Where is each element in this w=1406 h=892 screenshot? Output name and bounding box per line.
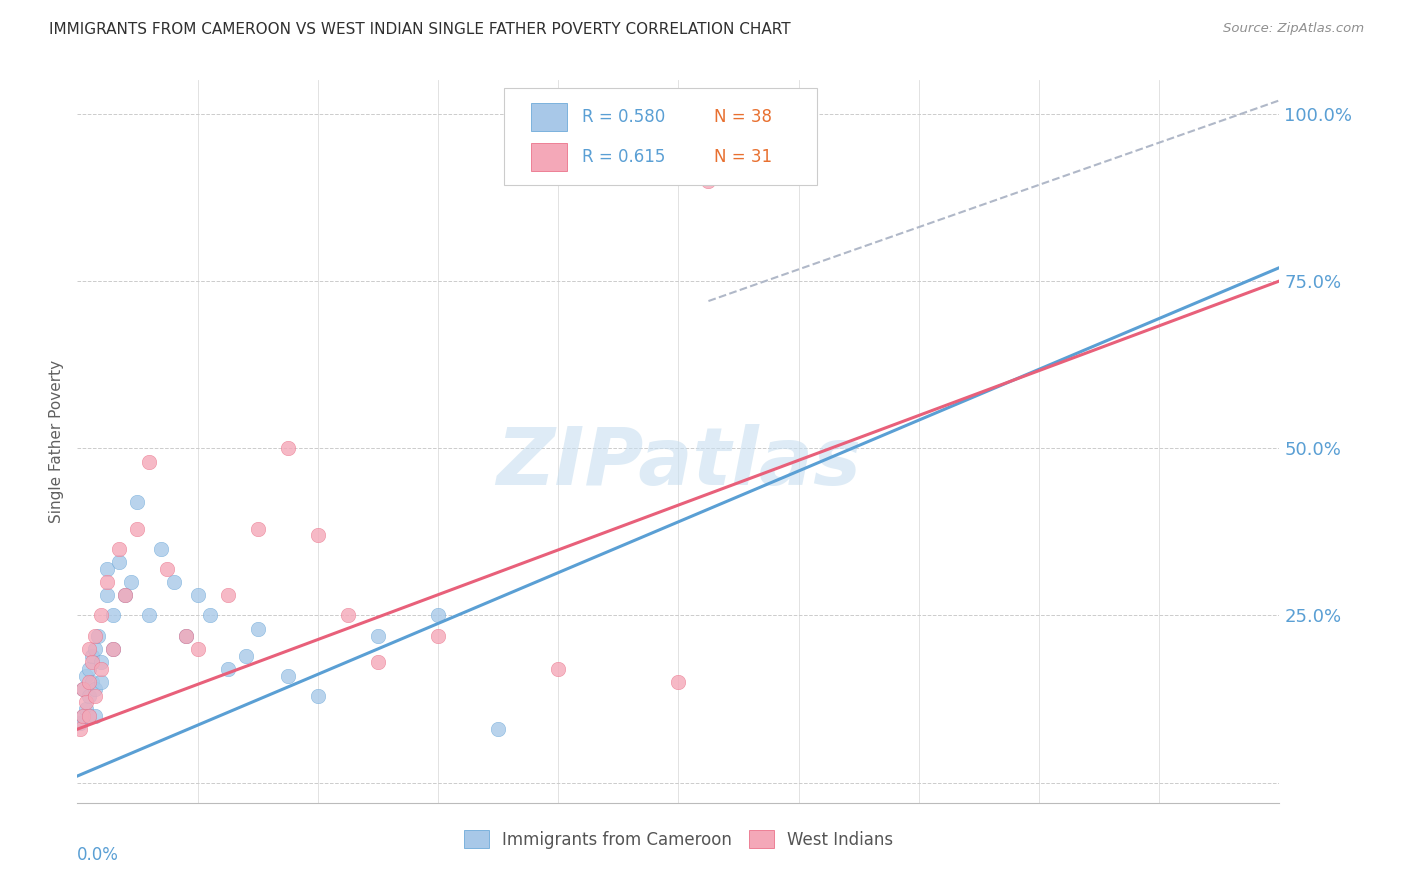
Point [186, 642, 209, 657]
Point [84, 628, 107, 642]
Point [96, 562, 118, 576]
Point [120, 575, 142, 590]
Point [75, 702, 97, 716]
Point [82, 648, 104, 663]
Point [103, 642, 125, 657]
Point [277, 442, 299, 455]
Point [90, 655, 112, 669]
Point [108, 555, 131, 569]
Text: IMMIGRANTS FROM CAMEROON VS WEST INDIAN SINGLE FATHER POVERTY CORRELATION CHART: IMMIGRANTS FROM CAMEROON VS WEST INDIAN … [49, 22, 790, 37]
Point [186, 589, 209, 603]
Y-axis label: Single Father Poverty: Single Father Poverty [49, 360, 65, 523]
Point [103, 642, 125, 657]
Point [246, 521, 269, 535]
Text: ZIPatlas: ZIPatlas [496, 425, 860, 502]
Point [79, 675, 101, 690]
Point [84, 708, 107, 723]
Point [427, 628, 450, 642]
Point [174, 628, 197, 642]
Point [79, 689, 101, 703]
Point [69, 715, 91, 730]
Point [90, 608, 112, 623]
Point [114, 589, 136, 603]
Point [217, 589, 239, 603]
Point [336, 608, 359, 623]
Point [84, 642, 107, 657]
Point [72, 681, 94, 696]
Point [427, 608, 450, 623]
Point [307, 689, 329, 703]
Point [697, 173, 720, 188]
FancyBboxPatch shape [530, 143, 567, 170]
Point [307, 528, 329, 542]
Point [246, 622, 269, 636]
Point [235, 648, 257, 663]
Point [79, 662, 101, 676]
Point [668, 675, 690, 690]
Point [367, 628, 389, 642]
Point [96, 575, 118, 590]
Point [138, 455, 160, 469]
Point [79, 708, 101, 723]
Point [84, 681, 107, 696]
Point [108, 541, 131, 556]
Point [150, 541, 173, 556]
Text: N = 38: N = 38 [714, 108, 772, 126]
Point [72, 681, 94, 696]
Point [486, 723, 509, 737]
Point [138, 608, 160, 623]
Point [127, 521, 149, 535]
Point [127, 494, 149, 508]
Point [79, 708, 101, 723]
Point [72, 708, 94, 723]
Point [156, 562, 179, 576]
Point [547, 662, 569, 676]
Text: 0.0%: 0.0% [77, 847, 120, 864]
Point [277, 669, 299, 683]
Point [82, 655, 104, 669]
Point [198, 608, 221, 623]
Point [82, 675, 104, 690]
Point [114, 589, 136, 603]
Point [367, 655, 389, 669]
Text: N = 31: N = 31 [714, 148, 772, 166]
Point [84, 689, 107, 703]
Point [87, 628, 110, 642]
Point [90, 675, 112, 690]
Text: R = 0.580: R = 0.580 [582, 108, 665, 126]
Text: Source: ZipAtlas.com: Source: ZipAtlas.com [1223, 22, 1364, 36]
Point [103, 608, 125, 623]
Point [96, 589, 118, 603]
Point [79, 642, 101, 657]
Point [69, 723, 91, 737]
FancyBboxPatch shape [505, 87, 817, 185]
Point [72, 708, 94, 723]
Point [75, 696, 97, 710]
Legend: Immigrants from Cameroon, West Indians: Immigrants from Cameroon, West Indians [464, 830, 893, 848]
Text: R = 0.615: R = 0.615 [582, 148, 665, 166]
Point [174, 628, 197, 642]
Point [217, 662, 239, 676]
Point [162, 575, 184, 590]
FancyBboxPatch shape [530, 103, 567, 131]
Point [90, 662, 112, 676]
Point [75, 669, 97, 683]
